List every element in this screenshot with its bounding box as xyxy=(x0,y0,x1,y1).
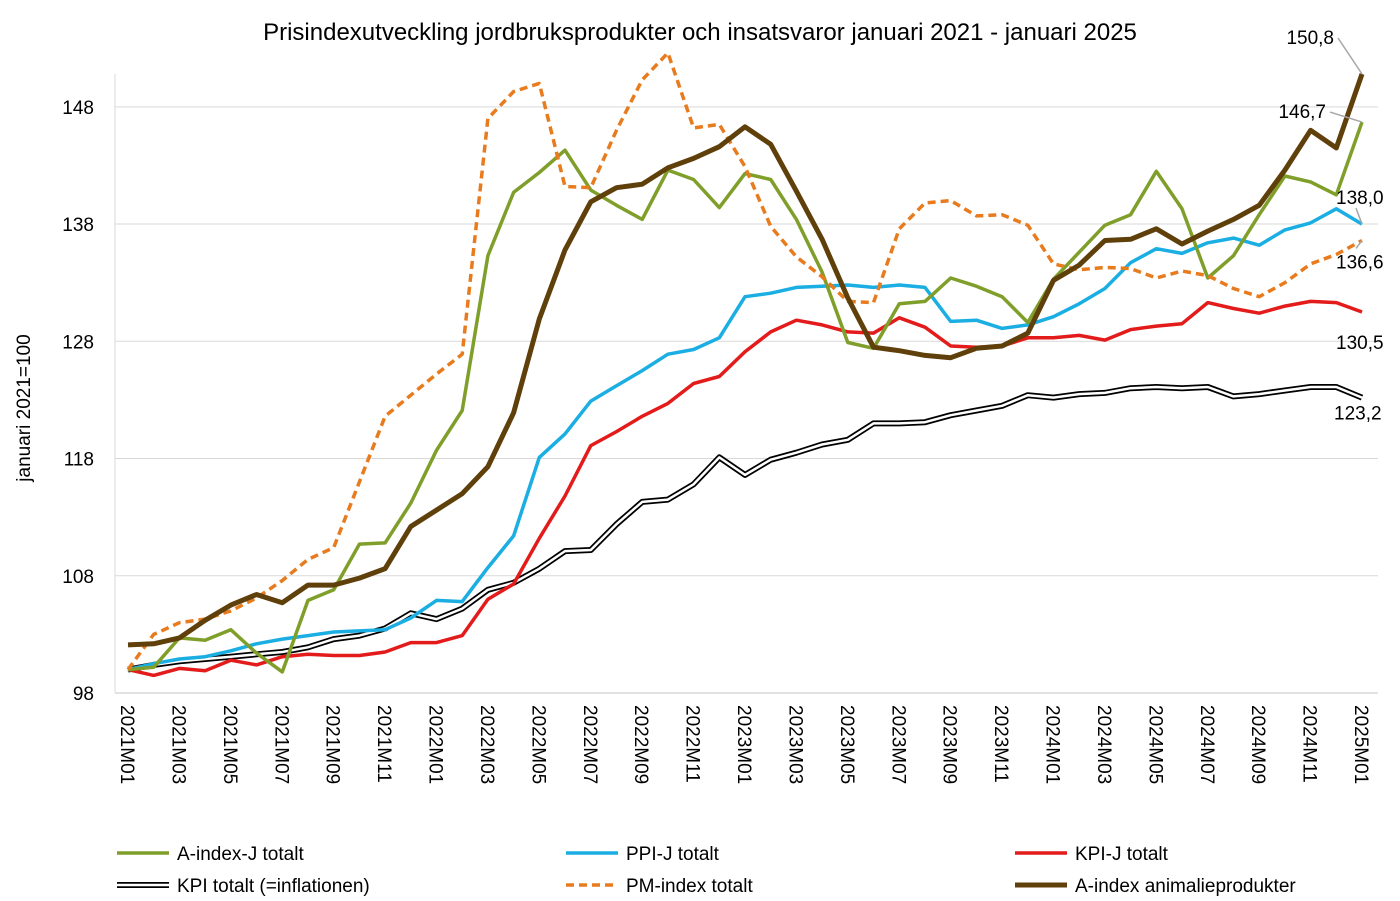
x-tick-label: 2024M05 xyxy=(1144,705,1165,784)
x-tick-label: 2023M09 xyxy=(939,705,960,784)
legend-item-ppi-j-totalt: PPI-J totalt xyxy=(566,844,720,865)
x-tick-label: 2022M05 xyxy=(527,705,548,784)
end-label-a-index-animalieprodukter: 150,8 xyxy=(1286,28,1334,49)
x-tick-label: 2024M11 xyxy=(1299,705,1320,783)
series-lines xyxy=(126,51,1365,678)
x-tick-label: 2024M01 xyxy=(1042,705,1063,784)
legend-item-kpi-totalt-inflationen: KPI totalt (=inflationen) xyxy=(117,876,370,897)
x-tick-label: 2022M07 xyxy=(579,705,600,784)
x-tick-label: 2022M01 xyxy=(425,705,446,784)
x-tick-label: 2025M01 xyxy=(1350,705,1371,784)
series-line-kpi-j-totalt xyxy=(127,299,1363,678)
series-line-a-index-j-totalt xyxy=(127,121,1364,674)
y-tick-label: 148 xyxy=(62,98,94,119)
x-tick-label: 2021M05 xyxy=(219,705,240,784)
x-tick-label: 2021M01 xyxy=(116,705,137,784)
leader-line xyxy=(1337,37,1363,75)
y-axis-label: januari 2021=100 xyxy=(14,334,35,482)
legend-item-pm-index-totalt: PM-index totalt xyxy=(566,876,753,897)
chart-title: Prisindexutveckling jordbruksprodukter o… xyxy=(263,19,1137,46)
legend-label: A-index-J totalt xyxy=(177,844,304,865)
x-tick-label: 2021M11 xyxy=(373,705,394,783)
x-tick-label: 2023M05 xyxy=(836,705,857,784)
x-tick-label: 2023M03 xyxy=(784,705,805,784)
y-tick-label: 138 xyxy=(62,215,94,236)
end-value-labels: 150,8 146,7 138,0 136,6 130,5 123,2 xyxy=(1278,28,1383,425)
end-label-ppi-j-totalt: 138,0 xyxy=(1336,188,1384,209)
end-label-a-index-j-totalt: 146,7 xyxy=(1278,102,1326,123)
legend: A-index-J totalt PPI-J totalt KPI-J totalt… xyxy=(117,844,1296,897)
x-tick-label: 2021M09 xyxy=(322,705,343,784)
series-line-a-index-animalieprodukter xyxy=(127,73,1365,648)
series-line-ppi-j-totalt xyxy=(127,207,1363,672)
leader-line xyxy=(1355,240,1363,249)
y-axis-ticks: 98 108 118 128 138 148 xyxy=(62,98,94,705)
x-tick-label: 2023M11 xyxy=(990,705,1011,783)
x-tick-label: 2021M07 xyxy=(270,705,291,784)
x-tick-label: 2021M03 xyxy=(167,705,188,784)
x-tick-label: 2024M07 xyxy=(1196,705,1217,784)
legend-label: PPI-J totalt xyxy=(626,844,720,865)
legend-item-a-index-j-totalt: A-index-J totalt xyxy=(117,844,304,865)
series-line-kpi-totalt-inflationen xyxy=(127,384,1364,673)
series-line-kpi-totalt-inflationen-inner xyxy=(127,385,1363,671)
x-tick-label: 2024M09 xyxy=(1247,705,1268,784)
x-tick-label: 2023M01 xyxy=(733,705,754,784)
leader-line xyxy=(1355,207,1363,225)
y-tick-label: 128 xyxy=(62,332,94,353)
y-tick-label: 98 xyxy=(73,684,94,705)
legend-label: A-index animalieprodukter xyxy=(1075,876,1296,897)
x-tick-label: 2023M07 xyxy=(887,705,908,784)
x-tick-label: 2022M03 xyxy=(476,705,497,784)
series-line-pm-index-totalt xyxy=(126,51,1363,671)
legend-label: KPI-J totalt xyxy=(1075,844,1169,865)
legend-item-a-index-animalieprodukter: A-index animalieprodukter xyxy=(1015,876,1296,897)
x-tick-label: 2024M03 xyxy=(1093,705,1114,784)
leader-line xyxy=(1329,111,1363,123)
x-tick-label: 2022M11 xyxy=(682,705,703,783)
y-tick-label: 108 xyxy=(62,567,94,588)
gridlines xyxy=(114,74,1378,694)
legend-item-kpi-j-totalt: KPI-J totalt xyxy=(1015,844,1169,865)
y-tick-label: 118 xyxy=(64,450,94,471)
legend-label: KPI totalt (=inflationen) xyxy=(177,876,370,897)
end-label-kpi-j-totalt: 130,5 xyxy=(1336,333,1384,354)
x-tick-label: 2022M09 xyxy=(630,705,651,784)
x-axis-ticks: 2021M01 2021M03 2021M05 2021M07 2021M09 2021M… xyxy=(116,705,1371,784)
end-label-kpi-totalt-inflationen: 123,2 xyxy=(1334,404,1382,425)
legend-label: PM-index totalt xyxy=(626,876,753,897)
end-label-pm-index-totalt: 136,6 xyxy=(1336,252,1384,273)
